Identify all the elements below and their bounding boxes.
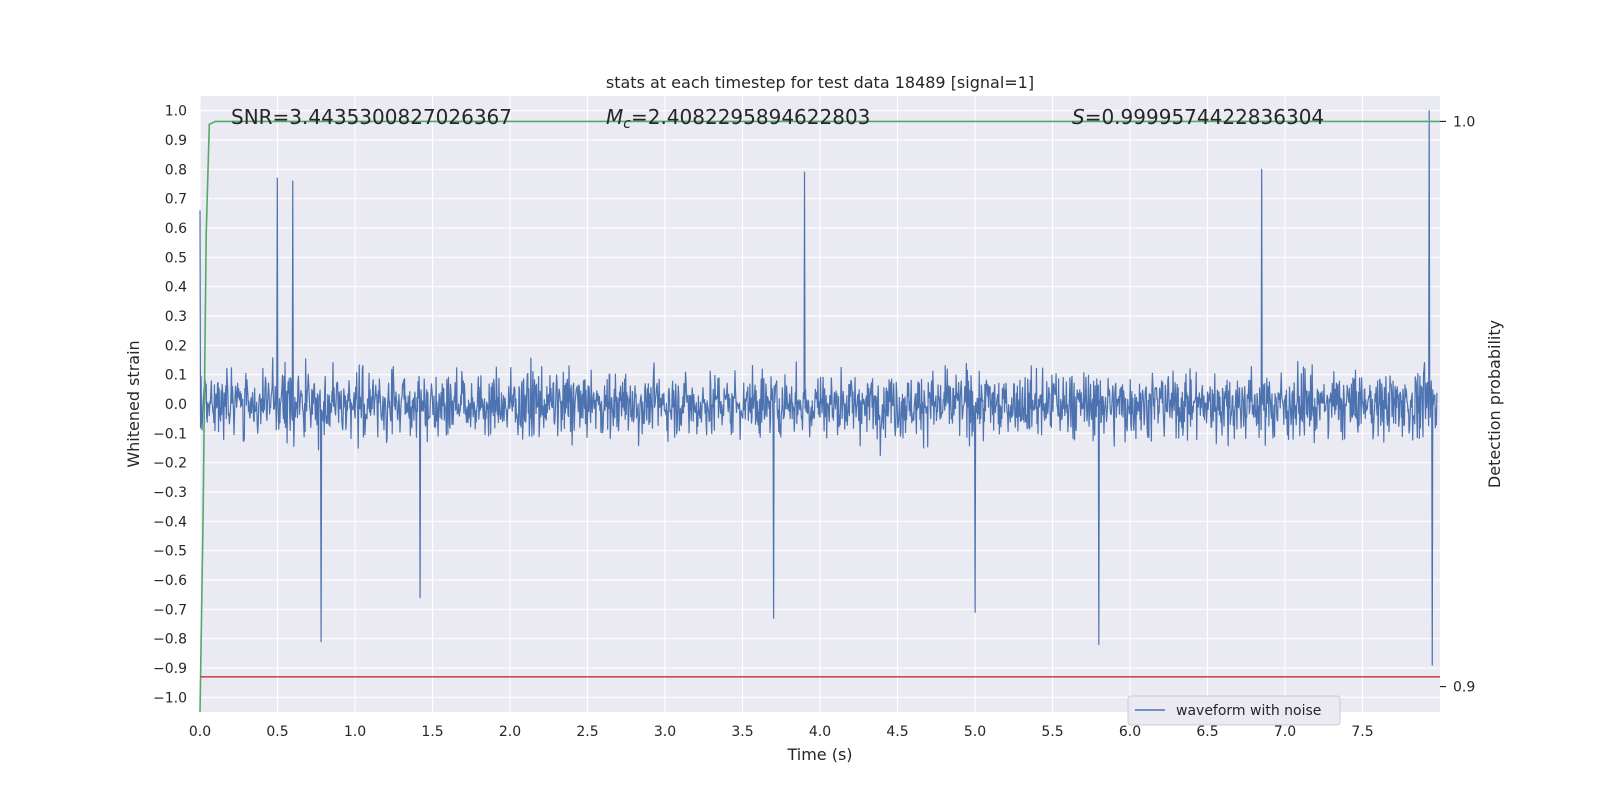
y-tick-label: 0.7 xyxy=(165,192,187,208)
annotation-s-value: =0.9999574422836304 xyxy=(1085,105,1324,129)
legend-box xyxy=(1127,695,1341,726)
x-tick-label: 7.5 xyxy=(1351,724,1373,740)
y2-tick-label: 1.0 xyxy=(1453,114,1475,130)
y-axis-label: Whitened strain xyxy=(124,340,143,467)
y-tick-label: −0.2 xyxy=(153,456,187,472)
annotation-chirp-mass: Mc=2.4082295894622803 xyxy=(606,105,870,132)
x-tick-label: 3.0 xyxy=(654,724,676,740)
y-tick-label: 0.6 xyxy=(165,221,187,237)
x-tick-label: 1.5 xyxy=(421,724,443,740)
x-tick-label: 0.5 xyxy=(266,724,288,740)
y-tick-label: −0.7 xyxy=(153,602,187,618)
y-tick-label: −1.0 xyxy=(153,690,187,706)
x-tick-label: 0.0 xyxy=(189,724,211,740)
x-tick-label: 7.0 xyxy=(1274,724,1296,740)
annotation-mc-sub: c xyxy=(623,116,631,132)
waveform-series xyxy=(199,110,1438,666)
y2-axis-ticks: 1.0 0.9 xyxy=(1440,114,1475,696)
y-tick-label: 0.0 xyxy=(165,397,187,413)
x-tick-label: 2.5 xyxy=(576,724,598,740)
x-tick-label: 4.0 xyxy=(809,724,831,740)
legend-label: waveform with noise xyxy=(1176,703,1321,719)
x-tick-label: 5.0 xyxy=(964,724,986,740)
y-tick-label: −0.6 xyxy=(153,573,187,589)
y-tick-label: −0.8 xyxy=(153,632,187,648)
x-tick-label: 1.0 xyxy=(344,724,366,740)
x-tick-label: 6.0 xyxy=(1119,724,1141,740)
x-tick-label: 5.5 xyxy=(1041,724,1063,740)
annotation-s: S=0.9999574422836304 xyxy=(1072,105,1324,129)
x-axis-ticks: 0.0 0.5 1.0 1.5 2.0 2.5 3.0 3.5 4.0 4.5 5.0 5.5 6.0 6… xyxy=(189,724,1374,740)
y-tick-label: −0.1 xyxy=(153,426,187,442)
annotation-mc-value: =2.4082295894622803 xyxy=(631,105,870,129)
x-tick-label: 4.5 xyxy=(886,724,908,740)
y-tick-label: 0.9 xyxy=(165,133,187,149)
y-tick-label: 1.0 xyxy=(165,104,187,120)
detection-probability-line xyxy=(199,120,1440,713)
annotation-mc-symbol: M xyxy=(606,105,623,129)
y-axis-ticks: 1.0 0.9 0.8 0.7 0.6 0.5 0.4 0.3 0.2 0.1 0.0 −0.1 −0.… xyxy=(153,104,187,707)
annotation-snr: SNR=3.4435300827026367 xyxy=(231,105,512,129)
y-tick-label: −0.4 xyxy=(153,514,187,530)
x-tick-label: 2.0 xyxy=(499,724,521,740)
y2-axis-label: Detection probability xyxy=(1485,320,1504,488)
chart-title: stats at each timestep for test data 184… xyxy=(606,73,1034,92)
waveform-line xyxy=(199,110,1438,666)
y-tick-label: −0.5 xyxy=(153,544,187,560)
y-tick-label: 0.2 xyxy=(165,338,187,354)
annotation-s-symbol: S xyxy=(1072,105,1085,129)
x-tick-label: 3.5 xyxy=(731,724,753,740)
y-tick-label: 0.3 xyxy=(165,309,187,325)
y-tick-label: −0.3 xyxy=(153,485,187,501)
legend: waveform with noise xyxy=(1127,695,1341,726)
y-tick-label: −0.9 xyxy=(153,661,187,677)
y-tick-label: 0.4 xyxy=(165,280,187,296)
x-tick-label: 6.5 xyxy=(1196,724,1218,740)
y2-tick-label: 0.9 xyxy=(1453,680,1475,696)
y-tick-label: 0.8 xyxy=(165,162,187,178)
y-tick-label: 0.1 xyxy=(165,368,187,384)
x-axis-label: Time (s) xyxy=(786,745,852,764)
y-tick-label: 0.5 xyxy=(165,250,187,266)
